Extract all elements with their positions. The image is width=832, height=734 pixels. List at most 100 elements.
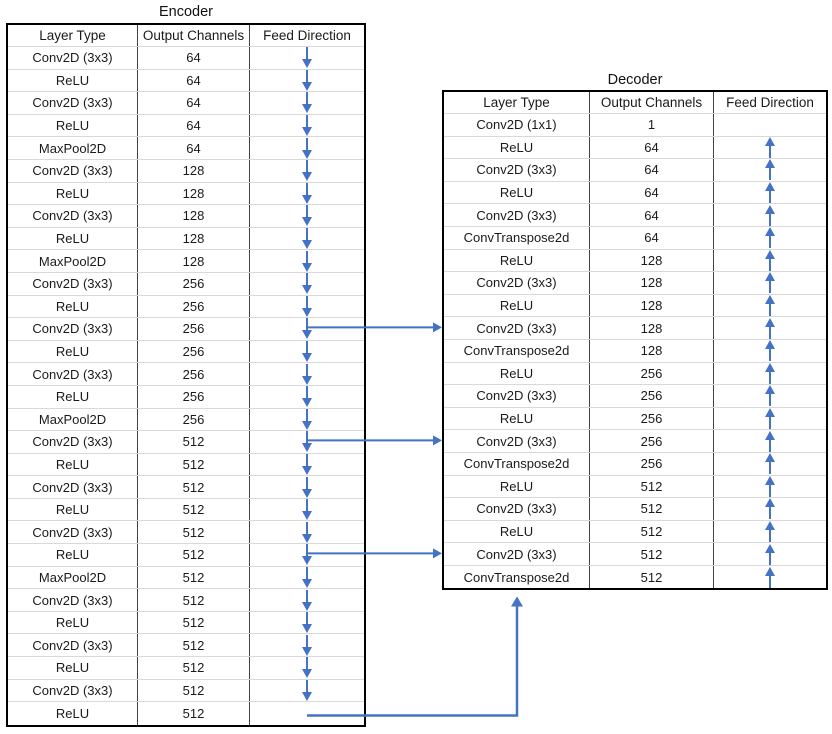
feed-direction-cell	[714, 340, 826, 362]
output-channels-cell: 128	[590, 272, 714, 294]
up-arrow-icon	[765, 362, 775, 384]
output-channels-cell: 256	[138, 340, 250, 363]
output-channels-cell: 64	[138, 47, 250, 69]
up-arrow-icon	[765, 408, 775, 430]
feed-direction-cell	[250, 589, 364, 611]
feed-direction-cell	[250, 341, 364, 363]
encoder-row-relu: ReLU 256	[8, 295, 364, 319]
encoder-row-conv2d-3x3: Conv2D (3x3) 128	[8, 159, 364, 183]
decoder-rows: Conv2D (1x1) 1 ReLU 64 Conv2D (3x3) 64 ReLU 64 C…	[444, 114, 826, 589]
encoder-row-conv2d-3x3: Conv2D (3x3) 256	[8, 363, 364, 386]
feed-direction-cell	[250, 499, 364, 521]
layer-type-cell: Conv2D (3x3)	[444, 385, 590, 407]
output-channels-cell: 256	[590, 362, 714, 385]
output-channels-cell: 512	[590, 475, 714, 498]
encoder-row-maxpool2d: MaxPool2D 512	[8, 566, 364, 590]
output-channels-cell: 512	[590, 498, 714, 520]
column-header-output-channels: Output Channels	[138, 25, 250, 46]
down-arrow-icon	[302, 589, 312, 611]
up-arrow-icon	[765, 249, 775, 271]
feed-direction-cell	[250, 612, 364, 634]
layer-type-cell: Conv2D (3x3)	[444, 272, 590, 294]
layer-type-cell: ConvTranspose2d	[444, 452, 590, 475]
up-arrow-icon	[765, 295, 775, 317]
up-arrow-icon	[765, 272, 775, 294]
decoder-row-relu: ReLU 128	[444, 294, 826, 318]
decoder-row-conv2d-3x3: Conv2D (3x3) 512	[444, 543, 826, 566]
down-arrow-icon	[302, 363, 312, 385]
encoder-row-conv2d-3x3: Conv2D (3x3) 256	[8, 318, 364, 341]
layer-type-cell: ReLU	[8, 544, 138, 566]
encoder-row-conv2d-3x3: Conv2D (3x3) 128	[8, 205, 364, 228]
decoder-row-relu: ReLU 256	[444, 407, 826, 431]
layer-type-cell: ReLU	[444, 475, 590, 498]
feed-direction-cell	[250, 702, 364, 725]
feed-direction-cell	[250, 273, 364, 295]
decoder-row-conv2d-3x3: Conv2D (3x3) 64	[444, 204, 826, 227]
down-arrow-icon	[302, 634, 312, 656]
down-arrow-icon	[302, 499, 312, 521]
feed-direction-cell	[250, 634, 364, 656]
output-channels-cell: 256	[138, 408, 250, 431]
column-header-output-channels: Output Channels	[590, 92, 714, 113]
encoder-row-conv2d-3x3: Conv2D (3x3) 512	[8, 679, 364, 703]
decoder-row-conv2d-3x3: Conv2D (3x3) 128	[444, 272, 826, 295]
feed-direction-cell	[250, 92, 364, 114]
layer-type-cell: Conv2D (3x3)	[8, 47, 138, 69]
down-arrow-icon	[302, 476, 312, 498]
layer-type-cell: ReLU	[444, 407, 590, 430]
skip-connection-arrowhead	[433, 322, 442, 333]
encoder-row-conv2d-3x3: Conv2D (3x3) 512	[8, 476, 364, 499]
down-arrow-icon	[302, 521, 312, 543]
feed-direction-cell	[714, 114, 826, 136]
output-channels-cell: 128	[138, 159, 250, 182]
down-arrow-icon	[302, 273, 312, 295]
output-channels-cell: 512	[138, 498, 250, 521]
down-arrow-icon	[302, 453, 312, 475]
layer-type-cell: Conv2D (3x3)	[8, 318, 138, 340]
feed-direction-cell	[250, 228, 364, 250]
output-channels-cell: 256	[590, 452, 714, 475]
layer-type-cell: Conv2D (3x3)	[8, 272, 138, 295]
feed-direction-cell	[250, 408, 364, 431]
output-channels-cell: 64	[590, 204, 714, 226]
feed-direction-cell	[714, 159, 826, 181]
layer-type-cell: ReLU	[444, 181, 590, 204]
layer-type-cell: ReLU	[8, 385, 138, 408]
layer-type-cell: Conv2D (3x3)	[444, 317, 590, 339]
output-channels-cell: 128	[590, 294, 714, 317]
feed-direction-cell	[714, 295, 826, 317]
down-arrow-icon	[302, 386, 312, 408]
layer-type-cell: ReLU	[8, 611, 138, 634]
layer-type-cell: ReLU	[8, 702, 138, 725]
down-arrow-icon	[302, 318, 312, 340]
decoder-header-row: Layer Type Output Channels Feed Directio…	[444, 92, 826, 114]
layer-type-cell: ReLU	[8, 182, 138, 205]
layer-type-cell: ReLU	[8, 295, 138, 318]
feed-direction-cell	[714, 317, 826, 339]
output-channels-cell: 128	[590, 317, 714, 339]
up-arrow-icon	[765, 227, 775, 249]
feed-direction-cell	[250, 115, 364, 137]
feed-direction-cell	[250, 250, 364, 272]
layer-type-cell: MaxPool2D	[8, 250, 138, 272]
output-channels-cell: 512	[590, 565, 714, 589]
output-channels-cell: 64	[138, 92, 250, 114]
output-channels-cell: 256	[138, 272, 250, 295]
decoder-row-relu: ReLU 64	[444, 181, 826, 205]
output-channels-cell: 512	[138, 611, 250, 634]
decoder-row-convtranspose2d: ConvTranspose2d 256	[444, 452, 826, 476]
output-channels-cell: 128	[138, 205, 250, 227]
decoder-row-conv2d-1x1: Conv2D (1x1) 1	[444, 114, 826, 137]
output-channels-cell: 64	[590, 159, 714, 181]
feed-direction-cell	[714, 498, 826, 520]
layer-type-cell: Conv2D (3x3)	[8, 589, 138, 611]
up-arrow-icon	[765, 520, 775, 542]
feed-direction-cell	[714, 475, 826, 498]
feed-direction-cell	[250, 318, 364, 340]
feed-direction-cell	[250, 431, 364, 453]
encoder-row-relu: ReLU 512	[8, 498, 364, 522]
down-arrow-icon	[302, 431, 312, 453]
encoder-header-row: Layer Type Output Channels Feed Directio…	[8, 25, 364, 47]
encoder-row-conv2d-3x3: Conv2D (3x3) 512	[8, 634, 364, 658]
